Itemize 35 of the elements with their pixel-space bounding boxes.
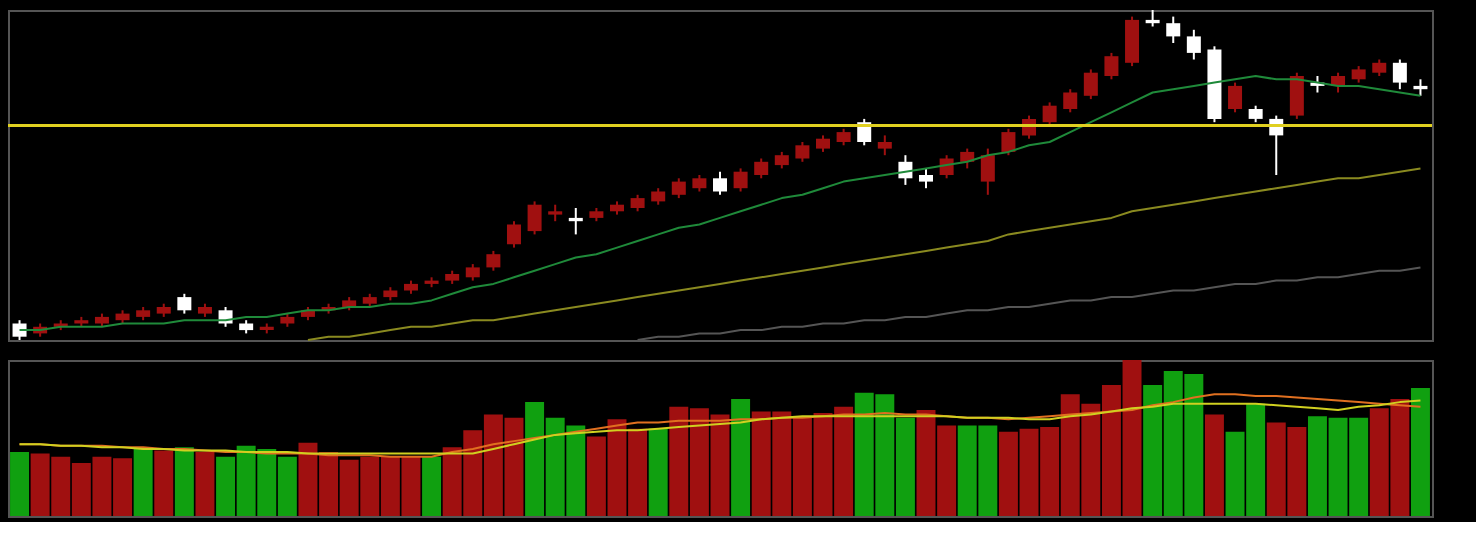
candlestick: [1125, 15, 1140, 68]
candlestick: [671, 177, 686, 200]
candlestick: [1001, 127, 1016, 157]
candlestick: [1186, 28, 1201, 61]
candlestick: [980, 147, 995, 196]
candlestick: [12, 319, 27, 341]
candlestick: [877, 134, 892, 157]
candlestick: [1063, 88, 1078, 114]
bar: [174, 447, 194, 516]
bar: [195, 452, 215, 516]
bar: [1204, 414, 1224, 516]
candlestick: [1104, 51, 1119, 81]
bar: [154, 450, 174, 516]
candlestick: [1228, 81, 1243, 114]
candlestick: [527, 200, 542, 236]
candlestick: [1083, 68, 1098, 101]
candlestick: [1042, 101, 1057, 127]
candlestick: [754, 157, 769, 180]
candlestick: [1289, 71, 1304, 120]
candlestick: [1392, 58, 1407, 91]
bar: [10, 452, 30, 516]
candlestick: [713, 170, 727, 196]
candlestick: [1166, 15, 1181, 44]
bar: [648, 428, 668, 516]
candlestick: [177, 292, 192, 315]
candlestick: [795, 141, 810, 163]
candlestick: [919, 167, 934, 190]
candlestick: [486, 249, 501, 272]
candlestick: [506, 220, 521, 249]
bar: [422, 456, 442, 516]
bar: [133, 447, 153, 516]
candlestick: [733, 167, 748, 193]
bar: [731, 399, 751, 516]
candlestick: [568, 207, 583, 236]
bar: [1410, 388, 1430, 516]
